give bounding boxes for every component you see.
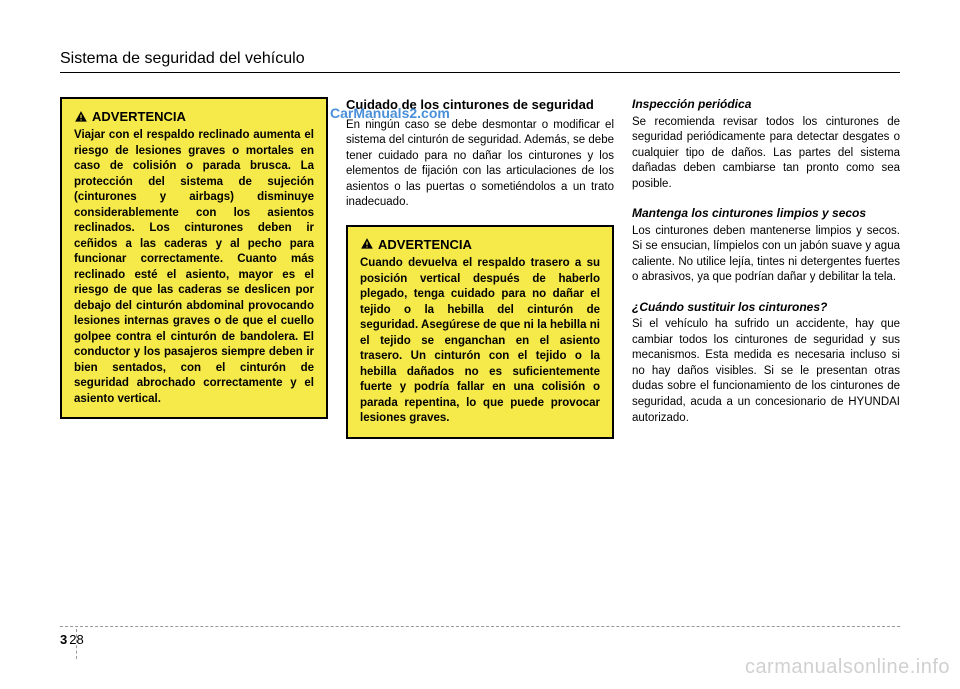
warning-label-1: ADVERTENCIA <box>92 109 186 124</box>
warning-title-2: ADVERTENCIA <box>360 237 600 252</box>
sub-heading-3: ¿Cuándo sustituir los cinturones? <box>632 300 900 316</box>
page-number: 328 <box>60 632 84 647</box>
warning-box-1: ADVERTENCIA Viajar con el respaldo recli… <box>60 97 328 419</box>
column-3: Inspección periódica Se recomienda revis… <box>632 97 900 451</box>
sub-heading-2: Mantenga los cinturones limpios y secos <box>632 206 900 222</box>
column-1: ADVERTENCIA Viajar con el respaldo recli… <box>60 97 328 451</box>
watermark-bottom: carmanualsonline.info <box>745 656 950 679</box>
watermark-top: CarManuals2.com <box>330 105 450 121</box>
warning-title-1: ADVERTENCIA <box>74 109 314 124</box>
warning-label-2: ADVERTENCIA <box>378 237 472 252</box>
manual-page: Sistema de seguridad del vehículo CarMan… <box>0 0 960 689</box>
warning-body-1: Viajar con el respaldo reclinado aumenta… <box>74 128 314 407</box>
content-columns: ADVERTENCIA Viajar con el respaldo recli… <box>60 97 900 451</box>
sub-heading-1: Inspección periódica <box>632 97 900 113</box>
sub-body-2: Los cinturones deben mantenerse limpios … <box>632 224 900 286</box>
section-number: 3 <box>60 632 67 647</box>
warning-icon <box>360 237 374 251</box>
page-no: 28 <box>69 632 83 647</box>
column-2: Cuidado de los cinturones de seguridad E… <box>346 97 614 451</box>
sub-body-3: Si el vehículo ha sufrido un accidente, … <box>632 317 900 426</box>
warning-box-2: ADVERTENCIA Cuando devuelva el respaldo … <box>346 225 614 439</box>
warning-body-2: Cuando devuelva el respaldo trasero a su… <box>360 256 600 427</box>
sub-body-1: Se recomienda revisar todos los cinturon… <box>632 115 900 193</box>
page-header: Sistema de seguridad del vehículo <box>60 50 900 73</box>
col2-body: En ningún caso se debe desmontar o modif… <box>346 118 614 211</box>
dashed-separator <box>60 626 900 627</box>
warning-icon <box>74 110 88 124</box>
